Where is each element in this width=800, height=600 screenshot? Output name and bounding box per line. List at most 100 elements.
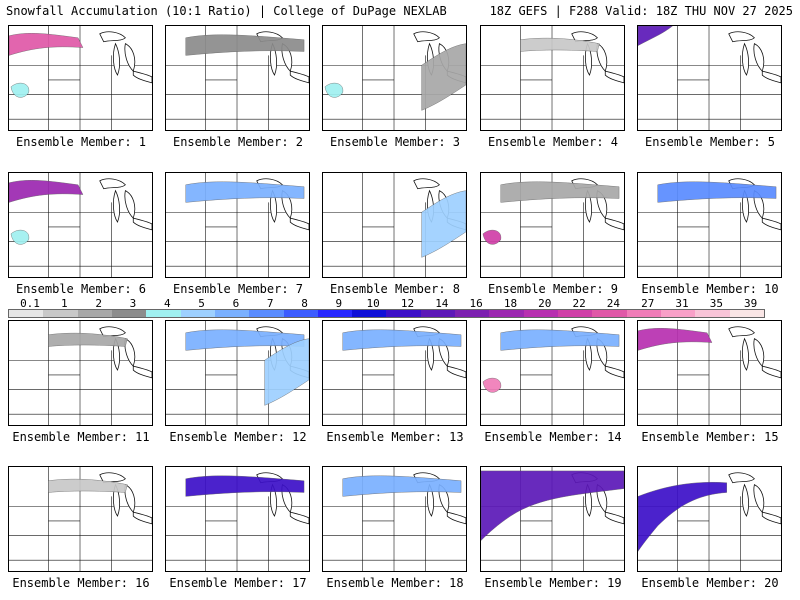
ensemble-map-panel <box>8 25 153 131</box>
ensemble-map-panel <box>637 466 782 572</box>
model-run-info: 18Z GEFS | F288 Valid: 18Z THU NOV 27 20… <box>489 4 793 18</box>
colorbar-swatch <box>9 310 44 317</box>
ensemble-map-panel <box>480 466 625 572</box>
colorbar-tick-label: 24 <box>606 297 621 310</box>
snowfall-area <box>342 329 462 351</box>
ensemble-member-label: Ensemble Member: 5 <box>644 135 776 149</box>
colorbar-tick-label: 39 <box>744 297 758 310</box>
colorbar-tick-label: 16 <box>469 297 483 310</box>
ensemble-map-panel <box>322 466 467 572</box>
ensemble-map-panel <box>637 320 782 426</box>
snowfall-area <box>10 82 30 98</box>
colorbar-tick-label: 4 <box>163 297 171 310</box>
map-title: Snowfall Accumulation (10:1 Ratio) | Col… <box>6 4 447 18</box>
ensemble-member-label: Ensemble Member: 2 <box>172 135 304 149</box>
colorbar-tick-label: 5 <box>198 297 205 310</box>
colorbar-tick-label: 0.1 <box>20 297 40 310</box>
ensemble-map-panel <box>322 320 467 426</box>
colorbar-swatch <box>283 310 318 317</box>
colorbar-swatch <box>43 310 78 317</box>
ensemble-member-label: Ensemble Member: 10 <box>641 282 779 296</box>
ensemble-member-label: Ensemble Member: 7 <box>172 282 304 296</box>
ensemble-map-panel <box>322 172 467 278</box>
colorbar-tick-label: 3 <box>129 297 137 310</box>
snowfall-area <box>481 470 624 541</box>
colorbar-tick-label: 7 <box>266 297 274 310</box>
snowfall-area <box>185 181 305 203</box>
snowfall-area <box>638 328 713 351</box>
ensemble-member-label: Ensemble Member: 19 <box>484 576 622 590</box>
ensemble-member-label: Ensemble Member: 20 <box>641 576 779 590</box>
ensemble-member-label: Ensemble Member: 1 <box>15 135 147 149</box>
ensemble-map-panel <box>165 466 310 572</box>
ensemble-member-label: Ensemble Member: 3 <box>329 135 461 149</box>
colorbar-swatch <box>558 310 593 317</box>
ensemble-member-label: Ensemble Member: 16 <box>12 576 150 590</box>
ensemble-map-panel <box>165 172 310 278</box>
colorbar-tick-label: 10 <box>366 297 380 310</box>
snowfall-area <box>324 82 344 98</box>
colorbar-swatch <box>180 310 215 317</box>
snowfall-area <box>500 181 620 203</box>
colorbar-swatch <box>386 310 421 317</box>
colorbar-swatch <box>420 310 456 317</box>
snowfall-area <box>638 26 673 46</box>
ensemble-member-label: Ensemble Member: 4 <box>487 135 619 149</box>
colorbar-tick-label: 20 <box>538 297 552 310</box>
colorbar-swatches <box>8 309 765 318</box>
colorbar-swatch <box>489 310 524 317</box>
snowfall-area <box>638 482 727 552</box>
ensemble-member-label: Ensemble Member: 14 <box>484 430 622 444</box>
colorbar-tick-label: 6 <box>232 297 240 310</box>
colorbar-tick-label: 1 <box>61 297 68 310</box>
ensemble-member-label: Ensemble Member: 15 <box>641 430 779 444</box>
colorbar-tick-label: 2 <box>95 297 102 310</box>
colorbar-swatch <box>455 310 490 317</box>
colorbar-tick-label: 8 <box>301 297 308 310</box>
snowfall-area <box>657 181 777 203</box>
snowfall-area <box>520 37 600 52</box>
snowfall-area <box>482 377 502 393</box>
snowfall-area <box>482 229 502 245</box>
colorbar-swatch <box>695 310 730 317</box>
colorbar-tick-label: 27 <box>641 297 655 310</box>
ensemble-map-panel <box>480 172 625 278</box>
ensemble-map-panel <box>480 25 625 131</box>
colorbar-swatch <box>729 310 764 317</box>
ensemble-member-label: Ensemble Member: 13 <box>326 430 464 444</box>
ensemble-member-label: Ensemble Member: 18 <box>326 576 464 590</box>
colorbar-swatch <box>626 310 661 317</box>
colorbar-tick-label: 12 <box>400 297 415 310</box>
snowfall-area <box>264 338 309 406</box>
colorbar-tick-label: 22 <box>572 297 586 310</box>
colorbar-tick-label: 14 <box>435 297 449 310</box>
ensemble-member-label: Ensemble Member: 17 <box>169 576 307 590</box>
colorbar-swatch <box>77 310 112 317</box>
ensemble-member-label: Ensemble Member: 12 <box>169 430 307 444</box>
ensemble-map-panel <box>637 172 782 278</box>
colorbar-swatch <box>660 310 696 317</box>
ensemble-map-panel <box>8 466 153 572</box>
ensemble-map-panel <box>165 320 310 426</box>
ensemble-member-label: Ensemble Member: 9 <box>487 282 619 296</box>
snowfall-area <box>185 475 305 497</box>
snowfall-area <box>421 43 466 111</box>
colorbar-swatch <box>214 310 250 317</box>
ensemble-member-label: Ensemble Member: 8 <box>329 282 461 296</box>
snowfall-area <box>9 33 84 56</box>
ensemble-map-panel <box>8 172 153 278</box>
colorbar-swatch <box>523 310 558 317</box>
colorbar-tick-label: 35 <box>709 297 723 310</box>
snowfall-area <box>48 478 128 493</box>
ensemble-member-label: Ensemble Member: 11 <box>12 430 150 444</box>
colorbar-swatch <box>111 310 147 317</box>
snowfall-area <box>185 34 305 56</box>
colorbar-swatch <box>592 310 627 317</box>
snowfall-area <box>500 329 620 351</box>
snowfall-area <box>9 180 84 203</box>
ensemble-map-panel <box>637 25 782 131</box>
colorbar-swatch <box>249 310 284 317</box>
snowfall-area <box>10 229 30 245</box>
ensemble-member-label: Ensemble Member: 6 <box>15 282 147 296</box>
snowfall-area <box>421 190 466 258</box>
